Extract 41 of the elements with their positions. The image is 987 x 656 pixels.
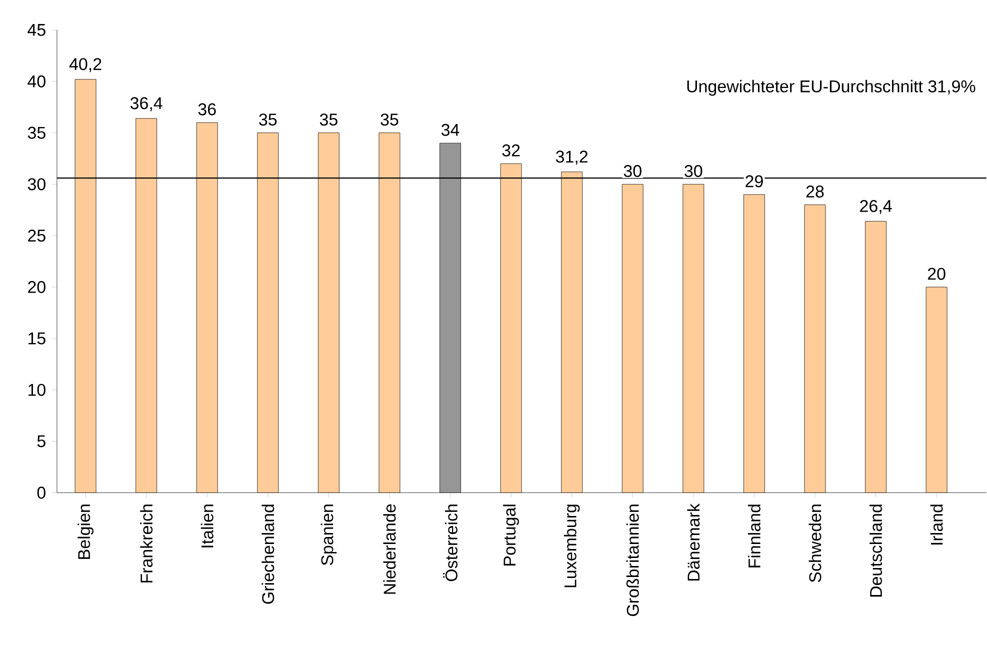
x-tick-label: Portugal (503, 504, 519, 566)
x-tick-label: Italien (200, 504, 214, 548)
data-label: 35 (380, 114, 398, 126)
data-label: 40,2 (69, 58, 102, 72)
data-label: 36 (198, 104, 216, 116)
y-tick-label: 20 (28, 281, 46, 294)
x-tick-label: Dänemark (687, 504, 700, 581)
x-tick-label: Schweden (808, 504, 822, 582)
x-tick-label: Luxemburg (564, 504, 580, 588)
y-tick-label: 5 (37, 436, 46, 448)
x-tick-label: Großbritannien (626, 504, 639, 616)
data-label: 35 (259, 114, 277, 126)
y-tick-label: 45 (28, 24, 46, 36)
data-label: 30 (624, 165, 642, 178)
data-label: 26,4 (860, 200, 892, 214)
x-tick-label: Spanien (320, 504, 337, 566)
y-tick-label: 40 (28, 76, 46, 88)
data-label: 36,4 (130, 97, 162, 112)
x-tick-label: Irland (930, 504, 943, 545)
x-tick-label: Frankreich (140, 504, 153, 583)
x-tick-label: Deutschland (870, 504, 882, 597)
x-tick-label: Finnland (748, 504, 760, 568)
y-tick-label: 15 (28, 332, 46, 345)
data-label: 28 (806, 186, 824, 198)
y-tick-label: 10 (28, 384, 46, 396)
data-label: 31,2 (556, 150, 588, 165)
x-tick-label: Niederlande (383, 504, 396, 594)
y-tick-label: 30 (28, 178, 46, 190)
data-label: 34 (441, 124, 460, 136)
data-label: 35 (320, 114, 338, 126)
data-label: 29 (746, 175, 763, 188)
y-tick-label: 35 (28, 126, 46, 140)
y-tick-label: 25 (28, 230, 46, 242)
ref-line-label: Ungewichteter EU-Durchschnitt 31,9% (687, 80, 976, 96)
y-tick-label: 0 (37, 486, 46, 499)
data-label: 20 (928, 268, 946, 280)
data-label: 30 (684, 165, 702, 178)
data-label: 32 (502, 144, 520, 157)
x-tick-label: Österreich (443, 504, 458, 582)
x-tick-label: Belgien (78, 504, 94, 560)
x-tick-label: Griechenland (262, 504, 274, 604)
